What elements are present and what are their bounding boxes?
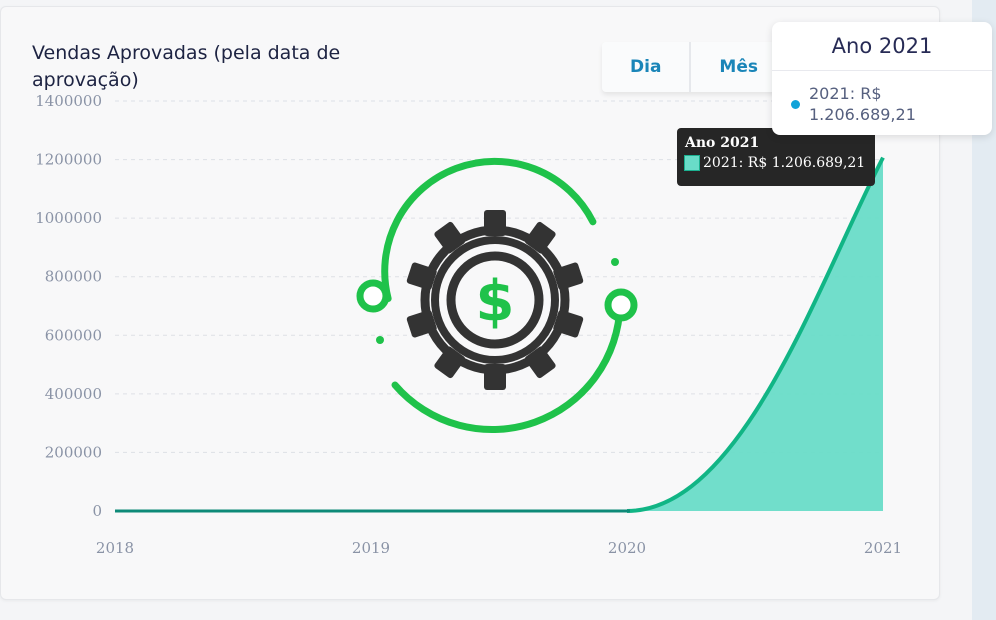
series-line: [626, 156, 885, 513]
x-tick-label: 2020: [608, 539, 646, 557]
gear-tooth: [434, 221, 466, 254]
y-tick-label: 1400000: [35, 92, 102, 110]
gear-tooth: [524, 346, 556, 379]
tooltip-title: Ano 2021: [772, 22, 992, 71]
chart-title: Vendas Aprovadas (pela data de aprovação…: [32, 42, 341, 91]
y-tick-label: 600000: [45, 326, 102, 344]
svg-text:$: $: [476, 269, 515, 334]
gear-tooth: [484, 210, 506, 236]
gear-tooth: [406, 262, 437, 290]
y-tick-label: 1000000: [35, 209, 102, 227]
y-tick-label: 400000: [45, 385, 102, 403]
gear-dollar-icon: $: [356, 157, 638, 434]
y-tick-label: 0: [92, 502, 102, 520]
tooltip-label: 2021: R$: [809, 84, 882, 103]
series-area-2021: [627, 157, 883, 512]
gear-tooth: [553, 310, 584, 338]
x-tick-label: 2019: [352, 539, 390, 557]
period-toggle: Dia Mês: [602, 42, 788, 92]
native-tooltip: Ano 2021 2021: R$ 1.206.689,21: [677, 128, 875, 186]
x-tick-label: 2018: [96, 539, 134, 557]
y-tick-label: 800000: [45, 268, 102, 286]
day-button[interactable]: Dia: [602, 42, 692, 92]
y-tick-label: 1200000: [35, 151, 102, 169]
x-tick-label: 2021: [864, 539, 902, 557]
native-tooltip-title: Ano 2021: [685, 135, 760, 151]
gear-tooth: [434, 346, 466, 379]
tooltip-value: 1.206.689,21: [809, 105, 916, 124]
gear-tooth: [406, 310, 437, 338]
chart-tooltip: Ano 2021 2021: R$ 1.206.689,21: [772, 22, 992, 135]
native-tooltip-text: 2021: R$ 1.206.689,21: [703, 155, 866, 171]
y-tick-label: 200000: [45, 443, 102, 461]
series-dot-icon: [791, 100, 800, 109]
gear-tooth: [524, 221, 556, 254]
gear-tooth: [553, 262, 584, 290]
gear-tooth: [484, 364, 506, 390]
series-swatch: [684, 155, 700, 171]
